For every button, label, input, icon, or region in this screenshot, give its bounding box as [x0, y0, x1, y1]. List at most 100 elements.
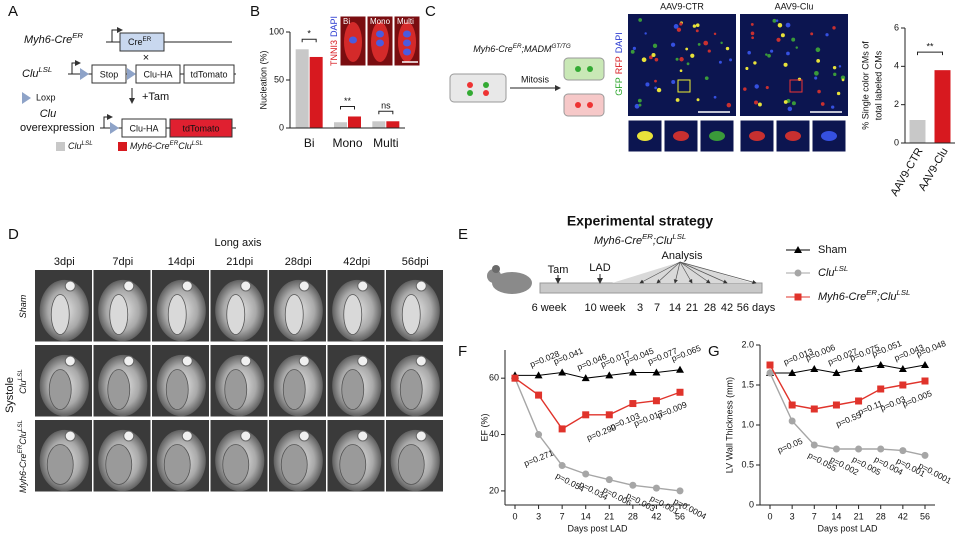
vessel	[357, 355, 369, 367]
bar	[334, 122, 347, 128]
x-axis-label: Days post LAD	[817, 523, 878, 533]
y-tick-label: 0	[749, 499, 754, 509]
cell-dot	[814, 70, 819, 76]
marker	[766, 369, 774, 377]
panel-label: E	[458, 226, 468, 243]
nucleus	[349, 36, 357, 44]
cell-dot	[725, 46, 730, 51]
significance-bracket	[301, 38, 317, 43]
y-tick-label: 4	[894, 61, 899, 71]
series-line	[769, 364, 926, 410]
cell-dot	[820, 102, 825, 106]
row-label-part: ER	[17, 444, 24, 453]
cell-dot	[729, 58, 733, 62]
cell-dot	[676, 27, 682, 32]
genotype-part: ER	[513, 43, 522, 50]
cell-dot	[649, 55, 653, 60]
column-label: 21dpi	[226, 256, 253, 268]
row-label: CluLSL	[17, 369, 29, 394]
marker	[921, 377, 929, 385]
legend-label: Loxp	[36, 92, 56, 102]
cell-dot	[816, 59, 821, 63]
y-axis-label: LV Wall Thickness (mm)	[724, 377, 734, 473]
y-tick-label: 0	[279, 122, 284, 132]
nucleus	[403, 30, 411, 38]
x-tick-label: 7	[812, 511, 817, 521]
cell-dot	[695, 23, 700, 27]
cell-dot	[696, 98, 700, 102]
cell-dot	[832, 65, 837, 70]
cell-dot	[754, 84, 759, 89]
cell-dot	[780, 33, 785, 38]
event-label: Tam	[548, 264, 569, 276]
cell-dot	[630, 49, 635, 54]
channel-label-part: GFP	[614, 77, 624, 96]
row-label-part: LSL	[17, 369, 24, 381]
ventricle	[224, 369, 248, 410]
legend-label-part: ER	[866, 288, 877, 297]
cell-dot	[786, 51, 790, 56]
cell-dot	[686, 62, 690, 66]
y-tick-label: 20	[489, 485, 499, 495]
series-line	[769, 372, 926, 457]
marker	[676, 388, 684, 396]
promoter-arrow	[103, 114, 113, 128]
x-tick-label: 14	[831, 511, 841, 521]
gene-box-label: tdTomato	[190, 69, 227, 79]
chromosome	[467, 90, 473, 96]
cell-dot	[718, 60, 722, 64]
marker	[605, 371, 614, 379]
arrow	[656, 261, 681, 284]
bar	[372, 121, 386, 128]
marker	[511, 374, 519, 382]
y-tick-label: 0	[894, 137, 899, 147]
axis-title: Long axis	[214, 237, 262, 249]
timeline-label: 6 week	[532, 302, 567, 314]
panel-label: B	[250, 3, 260, 20]
ventricle	[222, 444, 250, 485]
y-tick-label: 40	[489, 429, 499, 439]
marker	[558, 462, 566, 470]
event-label: LAD	[589, 262, 610, 274]
legend-label: CluLSL	[818, 264, 848, 279]
crop	[811, 119, 847, 153]
cell-dot	[679, 57, 684, 62]
cell-dot	[751, 36, 754, 40]
timeline-label: 21	[686, 302, 698, 314]
x-tick-label: 42	[651, 511, 661, 521]
vessel	[240, 280, 252, 292]
promoter-arrow	[71, 60, 81, 74]
ventricle	[105, 444, 133, 485]
timeline-label: 10 week	[585, 302, 626, 314]
cell-dot	[690, 53, 695, 58]
cell-dot	[637, 98, 642, 103]
chromosome	[575, 102, 581, 108]
series-line	[514, 377, 681, 430]
y-tick-label: 100	[269, 26, 284, 36]
event-label: Analysis	[662, 250, 703, 262]
promoter-arrow	[111, 27, 123, 42]
marker	[899, 447, 907, 455]
ventricle	[401, 294, 421, 335]
vessel	[415, 430, 427, 442]
significance-bracket	[917, 51, 943, 56]
marker	[582, 470, 590, 478]
inset-label: Multi	[397, 17, 414, 26]
cell-dot	[772, 18, 777, 23]
legend-label-part: Clu	[178, 141, 192, 151]
cell-dot	[638, 103, 642, 107]
marker	[629, 481, 637, 489]
gene-box-label: Clu-HA	[143, 69, 172, 79]
cell-dot	[685, 47, 689, 51]
panel-label: G	[708, 343, 720, 360]
crop-cell	[637, 131, 653, 141]
nucleus	[376, 30, 384, 38]
cell-dot	[675, 57, 679, 61]
cell-dot	[765, 85, 769, 90]
mouse	[492, 272, 532, 294]
cell-dot	[743, 87, 747, 91]
vessel	[415, 280, 427, 292]
y-axis-label: EF (%)	[479, 413, 489, 441]
cell-dot	[783, 62, 788, 67]
